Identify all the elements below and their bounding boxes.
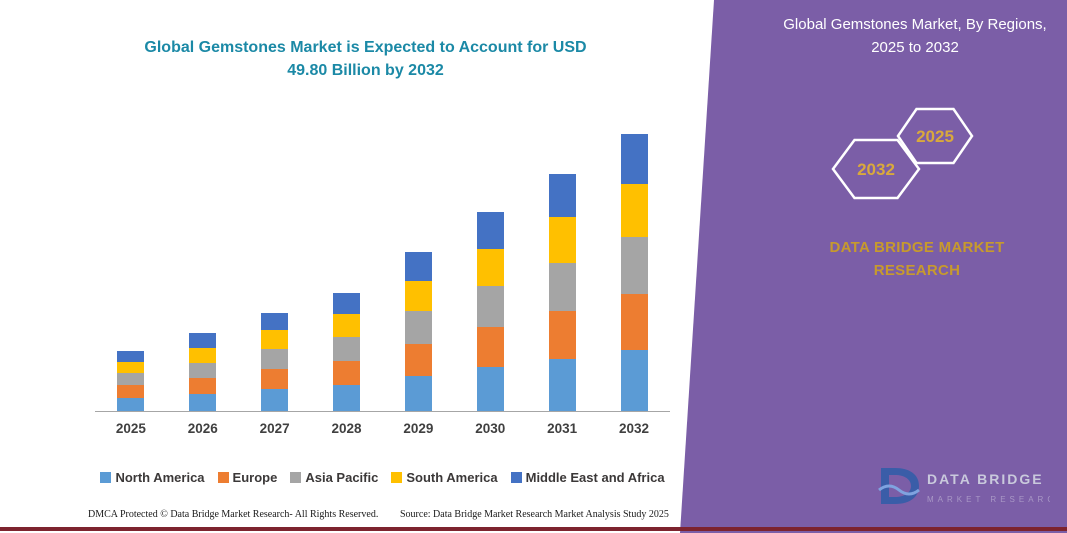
legend-label: Asia Pacific <box>305 470 379 485</box>
bar-stack <box>117 351 145 411</box>
bar-segment <box>620 293 648 350</box>
bar-segment <box>117 351 145 363</box>
legend-marker-icon <box>510 472 522 483</box>
bar-stack <box>404 252 432 411</box>
bar-segment <box>189 362 217 379</box>
bar-segment <box>404 281 432 312</box>
legend-item-asia-pacific: Asia Pacific <box>290 470 378 485</box>
legend-item-middle-east-and-africa: Middle East and Africa <box>510 470 665 485</box>
source-note: Source: Data Bridge Market Research Mark… <box>400 509 669 520</box>
bar-segment <box>333 314 361 338</box>
bar-segment <box>189 378 217 394</box>
legend-item-south-america: South America <box>391 470 498 485</box>
x-axis-label: 2025 <box>115 421 146 436</box>
legend-item-north-america: North America <box>100 470 205 485</box>
bar-segment <box>117 385 145 398</box>
logo-text-bottom: MARKET RESEARCH <box>927 495 1050 504</box>
panel-title: Global Gemstones Market, By Regions, 202… <box>783 16 1047 56</box>
bar-column-2029 <box>383 106 455 411</box>
bar-segment <box>620 349 648 411</box>
bar-segment <box>333 361 361 385</box>
x-axis-label: 2026 <box>187 421 218 436</box>
bar-stack <box>476 212 504 411</box>
bar-segment <box>548 174 576 218</box>
bar-segment <box>476 286 504 327</box>
bar-segment <box>404 311 432 344</box>
bar-segment <box>404 252 432 282</box>
legend-item-europe: Europe <box>217 470 278 485</box>
bar-stack <box>333 292 361 411</box>
legend-label: Middle East and Africa <box>525 470 665 485</box>
bar-segment <box>476 212 504 249</box>
bar-segment <box>117 362 145 374</box>
bar-segment <box>189 347 217 363</box>
bar-segment <box>261 330 289 350</box>
bar-segment <box>333 337 361 362</box>
logo-text-top: DATA BRIDGE <box>927 471 1044 487</box>
hexagon-year-2025: 2025 <box>916 127 954 146</box>
bar-segment <box>548 310 576 359</box>
x-axis-label: 2027 <box>259 421 290 436</box>
legend-marker-icon <box>217 472 229 483</box>
bar-segment <box>261 369 289 390</box>
hexagon-year-2032: 2032 <box>857 160 895 179</box>
bar-segment <box>261 389 289 411</box>
bar-segment <box>476 326 504 367</box>
bar-stack <box>548 174 576 411</box>
bar-segment <box>189 393 217 411</box>
bar-segment <box>261 349 289 370</box>
x-axis-label: 2028 <box>331 421 362 436</box>
year-hexagons-icon: 2032 2025 <box>831 107 974 200</box>
bar-stack <box>261 312 289 411</box>
bar-segment <box>476 367 504 411</box>
bar-column-2030 <box>454 106 526 411</box>
bar-column-2026 <box>167 106 239 411</box>
legend-label: Europe <box>232 470 278 485</box>
bar-column-2025 <box>95 106 167 411</box>
bar-segment <box>189 333 217 348</box>
bar-segment <box>333 384 361 411</box>
x-axis-label: 2029 <box>403 421 434 436</box>
bar-segment <box>620 236 648 294</box>
bar-column-2031 <box>526 106 598 411</box>
bar-column-2032 <box>598 106 670 411</box>
bar-segment <box>404 375 432 411</box>
bar-stack <box>620 133 648 411</box>
legend-marker-icon <box>100 472 112 483</box>
side-panel: Global Gemstones Market, By Regions, 202… <box>680 0 1067 533</box>
bar-segment <box>333 292 361 315</box>
legend-label: North America <box>115 470 205 485</box>
x-axis-label: 2030 <box>475 421 506 436</box>
bar-segment <box>404 343 432 376</box>
bar-segment <box>476 248 504 287</box>
chart-title: Global Gemstones Market is Expected to A… <box>144 39 587 80</box>
x-axis-labels: 2025 2026 2027 2028 2029 2030 2031 2032 <box>95 421 670 436</box>
chart-legend: North America Europe Asia Pacific South Ame… <box>85 470 680 485</box>
bar-segment <box>548 217 576 263</box>
x-axis-label: 2031 <box>547 421 578 436</box>
bar-segment <box>261 312 289 331</box>
bar-segment <box>117 373 145 386</box>
dmca-notice: DMCA Protected © Data Bridge Market Rese… <box>88 509 379 520</box>
legend-marker-icon <box>391 472 403 483</box>
legend-marker-icon <box>290 472 302 483</box>
brand-wordmark: DATA BRIDGE MARKET RESEARCH <box>829 239 1005 280</box>
legend-label: South America <box>406 470 498 485</box>
bar-segment <box>620 184 648 237</box>
bar-segment <box>548 358 576 411</box>
bottom-divider <box>0 527 1067 531</box>
bar-segment <box>548 262 576 311</box>
bar-segment <box>117 397 145 411</box>
bar-column-2028 <box>311 106 383 411</box>
bar-segment <box>620 133 648 185</box>
plot-area <box>95 106 670 412</box>
bar-column-2027 <box>239 106 311 411</box>
data-bridge-logo-icon: DATA BRIDGE MARKET RESEARCH <box>878 468 1050 504</box>
bar-stack <box>189 333 217 411</box>
x-axis-label: 2032 <box>619 421 650 436</box>
chart-area: 2025 2026 2027 2028 2029 2030 2031 2032 <box>95 106 670 436</box>
